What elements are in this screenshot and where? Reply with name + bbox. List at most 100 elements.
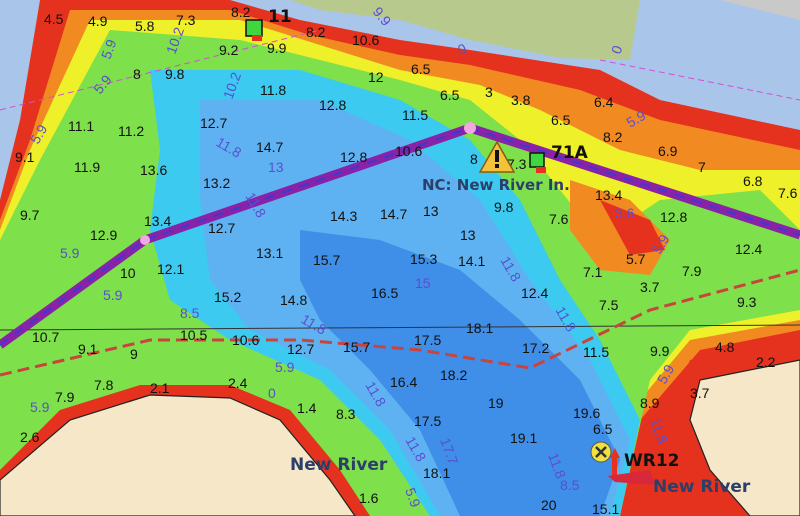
- depth-sounding: 6.4: [594, 94, 614, 110]
- river-label-right: New River: [653, 477, 751, 497]
- depth-sounding: 7.6: [778, 185, 798, 201]
- depth-sounding: 8.3: [336, 406, 356, 422]
- depth-sounding: 6.5: [411, 61, 431, 77]
- depth-sounding: 3: [485, 84, 493, 100]
- depth-sounding: 8.2: [603, 129, 623, 145]
- depth-sounding: 3.8: [511, 92, 531, 108]
- depth-sounding: 12.4: [735, 241, 762, 257]
- depth-sounding: 15.1: [592, 501, 619, 516]
- depth-sounding: 6.5: [440, 87, 460, 103]
- depth-sounding: 17.5: [414, 332, 441, 348]
- depth-sounding: 12.9: [90, 227, 117, 243]
- depth-sounding: 13: [423, 203, 439, 219]
- river-label-left: New River: [290, 455, 388, 475]
- depth-sounding: 7.9: [682, 263, 702, 279]
- depth-sounding: 8.2: [231, 4, 251, 20]
- depth-sounding: 14.1: [458, 253, 485, 269]
- depth-sounding: 12.8: [319, 97, 346, 113]
- depth-sounding: 6.5: [551, 112, 571, 128]
- route-waypoint[interactable]: [140, 235, 150, 245]
- depth-sounding: 20: [541, 497, 557, 513]
- hazard-x-icon[interactable]: [590, 441, 612, 463]
- depth-sounding: 4.8: [715, 339, 735, 355]
- depth-sounding: 18.1: [423, 465, 450, 481]
- depth-sounding: 7.6: [549, 211, 569, 227]
- depth-sounding: 19.1: [510, 430, 537, 446]
- depth-sounding: 9.8: [165, 66, 185, 82]
- route-waypoint[interactable]: [464, 122, 476, 134]
- depth-contour-label: 5.9: [30, 399, 50, 415]
- red-shoal-patch: [600, 200, 665, 255]
- marker-wr12-label: WR12: [624, 451, 680, 471]
- depth-sounding: 6.8: [743, 173, 763, 189]
- boundary-line: [0, 324, 800, 331]
- depth-sounding: 13.2: [203, 175, 230, 191]
- depth-sounding: 17.5: [414, 413, 441, 429]
- land-bottom-left-inner: [0, 394, 356, 516]
- depth-contour-label: 5.9: [402, 486, 424, 510]
- depth-sounding: 13.4: [595, 187, 622, 203]
- route-dashed-center: [0, 126, 800, 346]
- depth-sounding: 18.1: [466, 320, 493, 336]
- depth-sounding: 2.2: [756, 354, 776, 370]
- depth-sounding: 14.7: [380, 206, 407, 222]
- depth-sounding: 12.8: [340, 149, 367, 165]
- depth-sounding: 7: [698, 159, 706, 175]
- depth-sounding: 9.8: [494, 199, 514, 215]
- depth-sounding: 1.6: [359, 490, 379, 506]
- depth-sounding: 4.5: [44, 11, 64, 27]
- depth-sounding: 4.9: [88, 13, 108, 29]
- depth-sounding: 11.5: [583, 344, 609, 360]
- depth-sounding: 10: [120, 265, 136, 281]
- depth-sounding: 3.7: [640, 279, 660, 295]
- depth-sounding: 1.4: [297, 400, 317, 416]
- depth-sounding: 6.5: [593, 421, 613, 437]
- green-daymark-icon[interactable]: [245, 19, 263, 41]
- marker-11-label: 11: [268, 7, 292, 27]
- depth-contour-label: 15: [415, 275, 431, 291]
- depth-sounding: 11.1: [68, 118, 94, 134]
- depth-sounding: 9.1: [15, 149, 35, 165]
- depth-sounding: 5.8: [135, 18, 155, 34]
- green-daymark-icon[interactable]: [529, 152, 546, 173]
- depth-sounding: 5.7: [626, 251, 646, 267]
- depth-sounding: 16.5: [371, 285, 398, 301]
- depth-sounding: 8.9: [640, 395, 660, 411]
- depth-sounding: 8.2: [306, 24, 326, 40]
- dashed-channel-line: [0, 268, 800, 377]
- land-top-right: [720, 0, 800, 20]
- depth-sounding: 15.7: [313, 252, 340, 268]
- depth-sounding: 7.3: [176, 12, 196, 28]
- depth-sounding: 6.9: [658, 143, 678, 159]
- depth-sounding: 12.7: [287, 341, 314, 357]
- depth-sounding: 11.5: [402, 107, 428, 123]
- depth-sounding: 12.7: [200, 115, 227, 131]
- depth-sounding: 11.8: [260, 82, 286, 98]
- depth-sounding: 12.4: [521, 285, 548, 301]
- depth-contour-label: 8.5: [180, 305, 200, 321]
- depth-sounding: 7.8: [94, 377, 114, 393]
- marsh-land-top: [290, 0, 640, 60]
- depth-contour-label: 5.9: [98, 37, 120, 61]
- depth-sounding: 14.7: [256, 139, 283, 155]
- depth-contour-label: 13: [268, 159, 284, 175]
- depth-sounding: 10.6: [395, 143, 422, 159]
- depth-contour-label: 5.9: [60, 245, 80, 261]
- depth-sounding: 10.5: [180, 327, 207, 343]
- depth-sounding: 8: [470, 151, 478, 167]
- depth-sounding: 13.6: [140, 162, 167, 178]
- red-buoy-icon[interactable]: [608, 448, 655, 485]
- depth-sounding: 3.7: [690, 385, 710, 401]
- depth-sounding: 7.1: [583, 264, 603, 280]
- depth-sounding: 9.9: [267, 40, 287, 56]
- depth-sounding: 9.9: [650, 343, 670, 359]
- depth-sounding: 15.3: [410, 251, 437, 267]
- depth-sounding: 15.2: [214, 289, 241, 305]
- depth-sounding: 12.7: [208, 220, 235, 236]
- depth-sounding: 14.3: [330, 208, 357, 224]
- depth-sounding: 2.4: [228, 375, 248, 391]
- depth-sounding: 9.7: [20, 207, 40, 223]
- depth-contour-label: 0: [268, 385, 276, 401]
- warning-triangle-icon[interactable]: [478, 140, 516, 173]
